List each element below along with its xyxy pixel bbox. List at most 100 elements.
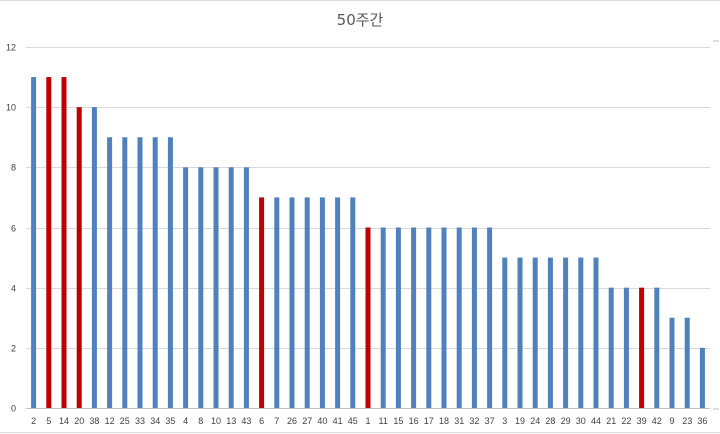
bar	[502, 257, 508, 408]
x-tick-label: 11	[379, 416, 388, 426]
y-tick-label: 8	[11, 163, 16, 173]
bar	[289, 197, 295, 408]
bar	[107, 137, 113, 408]
bar	[91, 107, 97, 409]
x-tick-label: 43	[241, 416, 251, 426]
bar	[122, 137, 128, 408]
bar-highlighted	[259, 197, 265, 408]
bar	[471, 227, 477, 408]
x-tick-label: 29	[561, 416, 571, 426]
bar	[380, 227, 386, 408]
x-tick-label: 6	[259, 416, 264, 426]
x-tick-label: 9	[669, 416, 674, 426]
x-tick-label: 2	[31, 416, 36, 426]
bar	[563, 257, 569, 408]
x-tick-label: 45	[348, 416, 358, 426]
bar	[243, 167, 249, 408]
x-tick-label: 38	[89, 416, 99, 426]
bar	[350, 197, 356, 408]
x-tick-label: 15	[393, 416, 403, 426]
x-tick-label: 1	[365, 416, 370, 426]
x-tick-label: 18	[439, 416, 449, 426]
bar	[137, 137, 143, 408]
x-tick-label: 34	[150, 416, 160, 426]
bar-highlighted	[76, 107, 82, 409]
y-tick-label: 0	[11, 404, 16, 414]
x-tick-label: 17	[424, 416, 434, 426]
bar-highlighted	[639, 287, 645, 408]
x-tick-label: 30	[576, 416, 586, 426]
x-tick-label: 41	[333, 416, 343, 426]
y-tick-label: 12	[6, 43, 16, 53]
bars	[31, 77, 705, 409]
x-tick-label: 37	[485, 416, 495, 426]
x-tick-label: 3	[502, 416, 507, 426]
bar	[669, 317, 675, 408]
x-tick-label: 25	[120, 416, 130, 426]
x-tick-label: 31	[454, 416, 464, 426]
bar	[213, 167, 219, 408]
x-tick-label: 7	[274, 416, 279, 426]
bar	[228, 167, 234, 408]
bar	[441, 227, 447, 408]
bar	[684, 317, 690, 408]
x-tick-label: 10	[211, 416, 221, 426]
bar	[487, 227, 493, 408]
x-tick-label: 28	[545, 416, 555, 426]
y-tick-label: 10	[6, 103, 16, 113]
bar	[274, 197, 280, 408]
y-tick-label: 4	[11, 284, 16, 294]
x-tick-label: 42	[652, 416, 662, 426]
bar	[593, 257, 599, 408]
x-tick-label: 4	[183, 416, 188, 426]
x-tick-label: 14	[59, 416, 69, 426]
bar	[152, 137, 158, 408]
x-tick-label: 5	[46, 416, 51, 426]
x-tick-label: 24	[530, 416, 540, 426]
x-tick-label: 33	[135, 416, 145, 426]
bar	[198, 167, 204, 408]
x-tick-label: 35	[165, 416, 175, 426]
x-tick-label: 27	[302, 416, 312, 426]
bar	[699, 347, 705, 408]
bar-highlighted	[365, 227, 371, 408]
x-tick-label: 39	[637, 416, 647, 426]
bar	[456, 227, 462, 408]
bar-highlighted	[61, 77, 67, 408]
x-tick-label: 36	[697, 416, 707, 426]
x-tick-label: 40	[317, 416, 327, 426]
bar	[623, 287, 629, 408]
bar	[31, 77, 37, 408]
bar	[654, 287, 660, 408]
bar-highlighted	[46, 77, 52, 408]
bar	[395, 227, 401, 408]
bar	[578, 257, 584, 408]
bar	[608, 287, 614, 408]
x-tick-label: 16	[409, 416, 419, 426]
x-tick-label: 19	[515, 416, 525, 426]
x-tick-label: 8	[198, 416, 203, 426]
y-axis-ticks: 0 2 4 6 8 10 12	[6, 43, 16, 414]
x-axis-ticks: 2 5 14 20 38 1 2 2 5 33 34 35 4 8 10 13 43 6 7 26 27 40 41 45 1 1…	[31, 416, 707, 426]
bar	[335, 197, 341, 408]
bar	[426, 227, 432, 408]
x-tick-label: 21	[606, 416, 616, 426]
bar	[517, 257, 523, 408]
bar	[167, 137, 173, 408]
x-tick-label: 32	[469, 416, 479, 426]
bar	[532, 257, 538, 408]
x-tick-label: 20	[74, 416, 84, 426]
x-tick-label: 13	[226, 416, 236, 426]
y-tick-label: 6	[11, 224, 16, 234]
bar	[183, 167, 189, 408]
x-tick-label: 23	[682, 416, 692, 426]
x-tick-label: 22	[621, 416, 631, 426]
x-tick-label: 44	[591, 416, 601, 426]
bar	[411, 227, 417, 408]
chart-title: 50주간	[337, 11, 384, 29]
x-tick-label: 26	[287, 416, 297, 426]
bar	[319, 197, 325, 408]
bar	[547, 257, 553, 408]
